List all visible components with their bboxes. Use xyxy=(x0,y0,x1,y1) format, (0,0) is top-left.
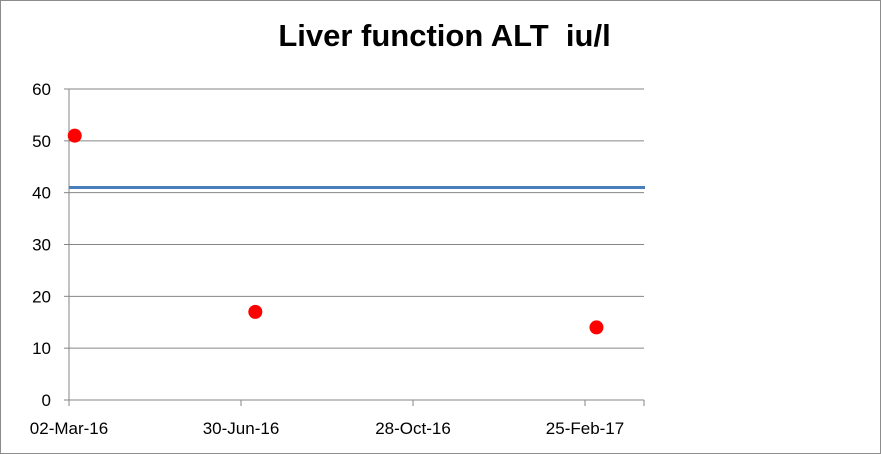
y-tick-label: 20 xyxy=(32,287,51,306)
y-tick-label: 10 xyxy=(32,339,51,358)
data-point xyxy=(67,128,82,143)
y-tick-label: 30 xyxy=(32,236,51,255)
data-point xyxy=(589,320,604,335)
y-tick-label: 60 xyxy=(32,80,51,99)
x-tick-label: 30-Jun-16 xyxy=(203,419,280,438)
data-point xyxy=(248,304,263,319)
x-tick-label: 28-Oct-16 xyxy=(375,419,451,438)
x-tick-label: 25-Feb-17 xyxy=(546,419,624,438)
x-tick-label: 02-Mar-16 xyxy=(30,419,108,438)
chart-title: Liver function ALT iu/l xyxy=(278,18,611,53)
y-tick-label: 0 xyxy=(42,391,51,410)
y-tick-label: 40 xyxy=(32,184,51,203)
y-tick-label: 50 xyxy=(32,132,51,151)
